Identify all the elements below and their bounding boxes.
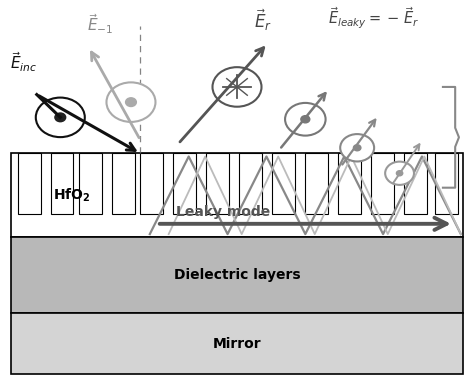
Bar <box>11 154 463 237</box>
Text: Mirror: Mirror <box>213 337 261 350</box>
Bar <box>206 154 229 214</box>
Text: Dielectric layers: Dielectric layers <box>173 268 301 282</box>
Text: $\vec{E}_{inc}$: $\vec{E}_{inc}$ <box>10 51 37 74</box>
Bar <box>79 154 102 214</box>
Bar <box>11 313 463 374</box>
Bar <box>338 154 361 214</box>
Bar <box>435 154 457 214</box>
Text: Leaky mode: Leaky mode <box>176 205 270 219</box>
Bar <box>371 154 394 214</box>
Bar <box>18 154 40 214</box>
Circle shape <box>385 162 414 185</box>
Text: $\vec{E}_{leaky} = -\,\vec{E}_{r}$: $\vec{E}_{leaky} = -\,\vec{E}_{r}$ <box>328 6 419 31</box>
Bar <box>140 154 163 214</box>
Text: $\vec{E}_{r}$: $\vec{E}_{r}$ <box>254 8 272 33</box>
Bar <box>173 154 196 214</box>
Bar <box>112 154 135 214</box>
Circle shape <box>55 113 66 122</box>
Circle shape <box>285 103 326 136</box>
Bar <box>305 154 328 214</box>
Bar <box>239 154 262 214</box>
Text: $\mathbf{HfO_2}$: $\mathbf{HfO_2}$ <box>53 187 91 204</box>
Circle shape <box>107 82 155 122</box>
Circle shape <box>354 145 361 151</box>
Bar <box>273 154 295 214</box>
Bar <box>51 154 73 214</box>
Circle shape <box>212 67 262 107</box>
Text: $\vec{E}_{-1}$: $\vec{E}_{-1}$ <box>87 12 114 36</box>
Bar <box>11 237 463 313</box>
Circle shape <box>36 98 85 137</box>
Bar <box>404 154 427 214</box>
Circle shape <box>396 171 403 176</box>
Circle shape <box>126 98 137 106</box>
Circle shape <box>301 116 310 123</box>
Circle shape <box>340 134 374 162</box>
